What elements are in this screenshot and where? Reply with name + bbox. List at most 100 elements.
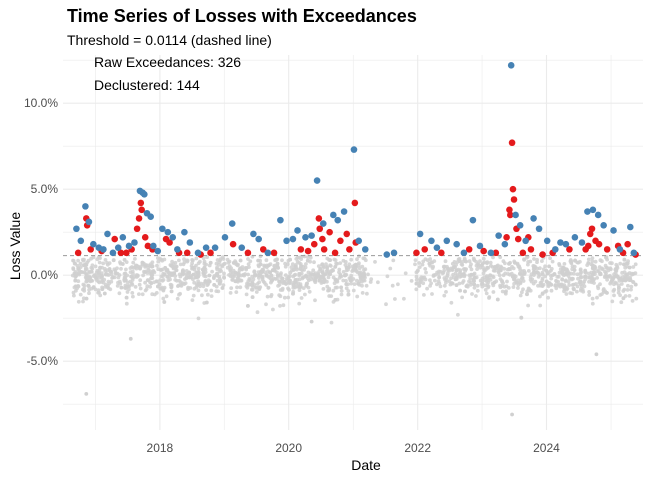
- non-exceedance-point: [280, 258, 284, 263]
- non-exceedance-point: [481, 261, 485, 266]
- non-exceedance-point: [173, 278, 178, 282]
- non-exceedance-point: [311, 276, 316, 280]
- non-exceedance-point: [149, 281, 154, 286]
- non-exceedance-point: [629, 287, 633, 292]
- non-exceedance-point: [272, 264, 277, 269]
- non-exceedance-point: [511, 274, 515, 279]
- non-exceedance-point: [503, 271, 508, 276]
- declustered-point: [330, 211, 337, 219]
- non-exceedance-point: [208, 260, 213, 265]
- declustered-point: [334, 216, 342, 224]
- non-exceedance-point: [235, 285, 239, 290]
- non-exceedance-point: [196, 261, 201, 266]
- non-exceedance-point: [86, 258, 91, 263]
- non-exceedance-point: [87, 270, 92, 275]
- non-exceedance-point: [461, 272, 466, 276]
- non-exceedance-point: [338, 272, 343, 277]
- non-exceedance-point: [522, 258, 527, 262]
- non-exceedance-point: [391, 258, 396, 263]
- non-exceedance-point: [528, 275, 533, 279]
- x-tick-label: 2024: [533, 441, 560, 455]
- non-exceedance-point: [468, 276, 473, 281]
- x-tick-label: 2020: [275, 441, 302, 455]
- non-exceedance-point: [590, 256, 595, 260]
- non-exceedance-point: [526, 269, 531, 273]
- non-exceedance-point: [255, 282, 260, 286]
- non-exceedance-point: [450, 261, 455, 266]
- non-exceedance-point: [545, 271, 550, 276]
- non-exceedance-point: [590, 301, 595, 306]
- non-exceedance-point: [417, 284, 422, 288]
- non-exceedance-point: [246, 262, 251, 266]
- non-exceedance-point: [626, 283, 630, 288]
- non-exceedance-point: [91, 285, 96, 290]
- non-exceedance-point: [362, 278, 367, 283]
- non-exceedance-point: [500, 279, 504, 283]
- non-exceedance-point: [342, 273, 347, 278]
- non-exceedance-point: [446, 266, 450, 271]
- non-exceedance-point: [76, 299, 81, 304]
- non-exceedance-point: [82, 286, 86, 291]
- non-exceedance-point: [491, 255, 495, 260]
- non-exceedance-point: [612, 287, 617, 292]
- non-exceedance-point: [130, 269, 135, 274]
- non-exceedance-point: [295, 284, 299, 289]
- non-exceedance-point: [475, 283, 480, 288]
- non-exceedance-point: [578, 259, 582, 264]
- non-exceedance-point: [102, 277, 107, 282]
- non-exceedance-point: [351, 277, 356, 281]
- raw-exceedance-point: [586, 230, 594, 238]
- non-exceedance-point: [612, 272, 616, 277]
- non-exceedance-point: [321, 264, 326, 269]
- non-exceedance-point: [115, 271, 120, 276]
- declustered-point: [104, 230, 111, 238]
- non-exceedance-point: [90, 263, 95, 268]
- declustered-point: [616, 246, 624, 253]
- non-exceedance-point: [124, 301, 129, 306]
- non-exceedance-point: [535, 260, 539, 265]
- non-exceedance-point: [472, 282, 477, 287]
- non-exceedance-point: [293, 272, 298, 277]
- declustered-point: [571, 234, 579, 241]
- declustered-point: [125, 242, 133, 250]
- non-exceedance-point: [141, 273, 146, 278]
- non-exceedance-point: [134, 273, 139, 277]
- declustered-point: [147, 213, 154, 220]
- non-exceedance-point: [564, 292, 569, 296]
- non-exceedance-point: [344, 268, 349, 273]
- non-exceedance-point: [249, 287, 254, 292]
- non-exceedance-point: [93, 273, 98, 278]
- non-exceedance-point: [579, 275, 584, 280]
- non-exceedance-point: [149, 273, 154, 277]
- non-exceedance-point: [587, 293, 592, 297]
- declustered-point: [159, 225, 166, 233]
- non-exceedance-point: [422, 293, 426, 297]
- non-exceedance-point: [161, 296, 166, 301]
- raw-exceedance-point: [316, 225, 324, 233]
- non-exceedance-point: [228, 291, 233, 295]
- non-exceedance-point: [525, 292, 529, 297]
- non-exceedance-point: [233, 279, 238, 284]
- non-exceedance-point: [601, 287, 606, 291]
- non-exceedance-point: [485, 261, 489, 266]
- non-exceedance-point: [357, 254, 361, 259]
- raw-exceedance-point: [508, 139, 516, 147]
- declustered-point: [73, 225, 80, 233]
- raw-exceedance-point: [514, 235, 522, 243]
- non-exceedance-point: [102, 291, 107, 296]
- non-exceedance-point: [610, 261, 614, 266]
- non-exceedance-point: [630, 299, 635, 303]
- non-exceedance-point: [442, 293, 447, 298]
- non-exceedance-point: [425, 286, 429, 291]
- non-exceedance-point: [191, 258, 195, 263]
- non-exceedance-point: [563, 286, 567, 290]
- raw-exceedance-point: [595, 240, 603, 248]
- non-exceedance-point: [481, 271, 486, 276]
- non-exceedance-point: [460, 281, 465, 285]
- non-exceedance-point: [196, 316, 201, 321]
- declustered-point: [416, 230, 424, 238]
- non-exceedance-point: [363, 275, 367, 280]
- non-exceedance-point: [566, 274, 571, 278]
- raw-exceedance-point: [566, 246, 573, 253]
- non-exceedance-point: [486, 285, 490, 290]
